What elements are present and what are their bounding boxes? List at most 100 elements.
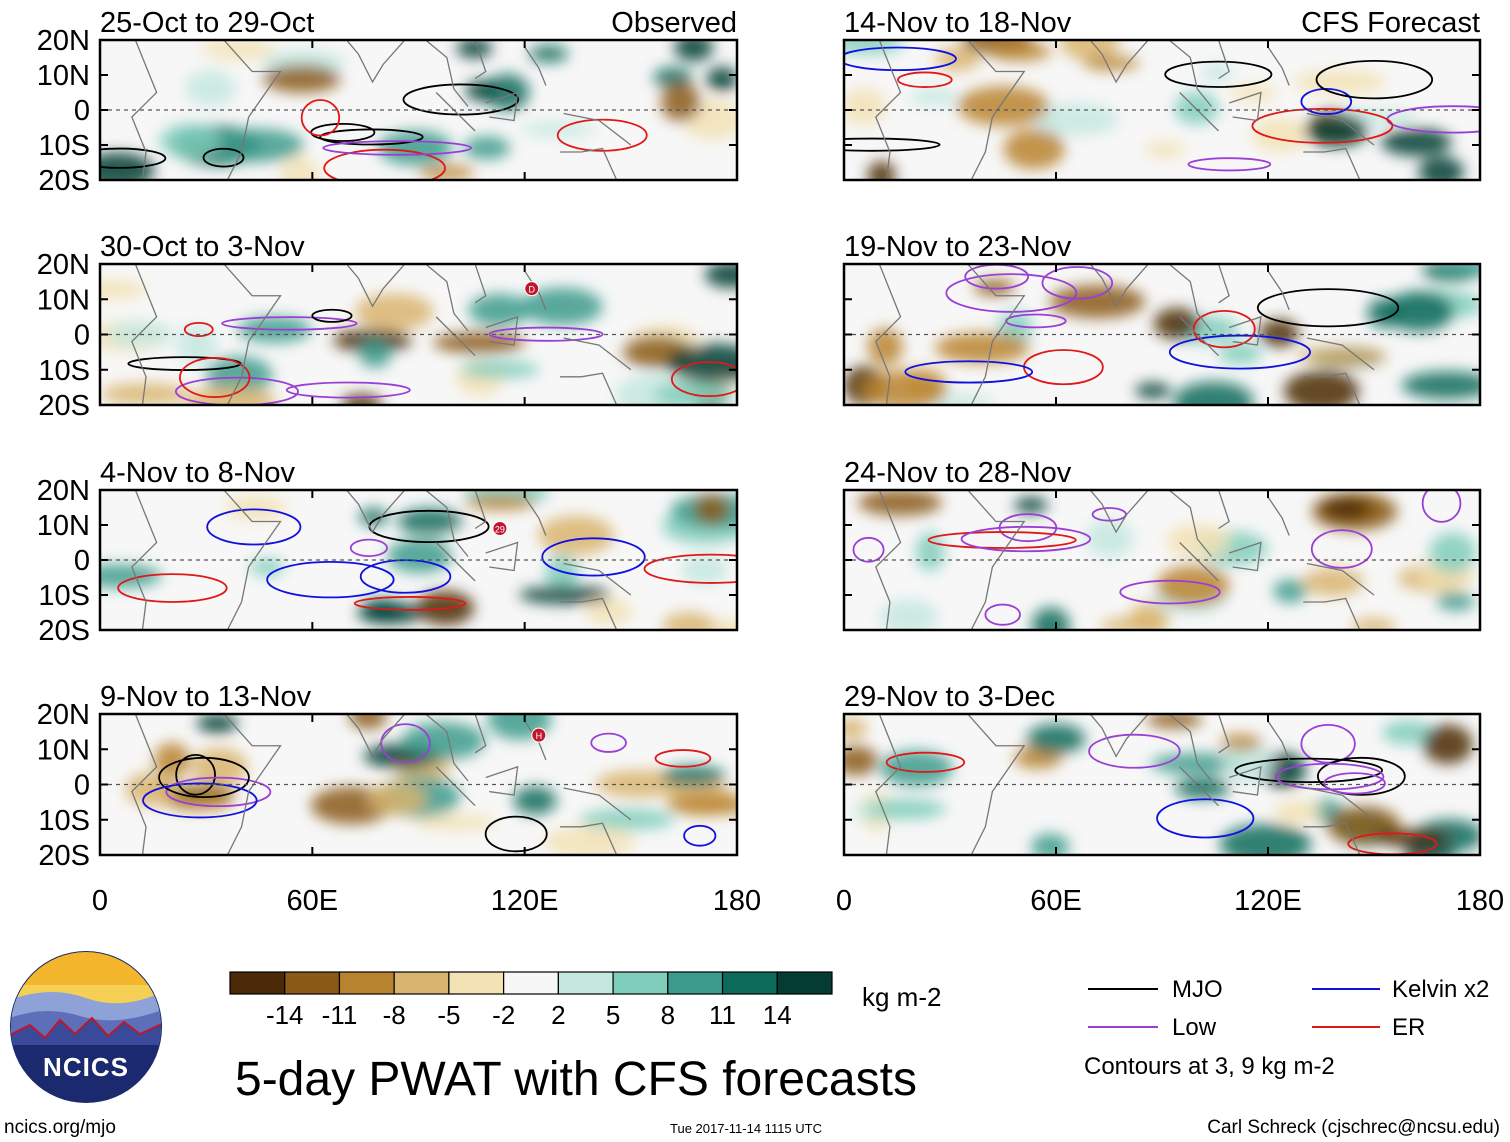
panel-title: 9-Nov to 13-Nov: [100, 681, 312, 713]
colorbar-tick-label: -2: [492, 1000, 515, 1030]
contour: [1300, 723, 1356, 764]
contour: [221, 316, 358, 331]
colorbar-swatch: [557, 971, 614, 995]
author-credit[interactable]: Carl Schreck (cjschrec@ncsu.edu): [1207, 1117, 1500, 1138]
contour: [142, 782, 258, 819]
contour: [165, 776, 272, 808]
coastline-africa: [875, 490, 1026, 630]
contour: [1256, 288, 1400, 328]
contour: [1119, 579, 1221, 605]
contour: [300, 99, 341, 137]
y-tick-label: 20S: [38, 615, 90, 647]
coastline-asia: [1089, 40, 1375, 180]
panel-2-field: [100, 490, 737, 630]
x-tick-label: 120E: [491, 885, 559, 917]
coastline-africa: [131, 490, 282, 630]
contour: [488, 326, 604, 342]
coastline-asia: [1089, 714, 1375, 855]
contour: [1421, 490, 1462, 523]
contour: [311, 308, 353, 323]
logo-text: NCICS: [43, 1052, 129, 1082]
contour: [1315, 60, 1434, 100]
contour: [285, 381, 411, 399]
contour: [319, 128, 424, 146]
coastline-asia: [1089, 490, 1375, 630]
contour: [897, 71, 953, 88]
panel-group-label: Observed: [611, 7, 737, 39]
y-tick-label: 20N: [37, 475, 90, 507]
panel-1-field: [100, 264, 737, 405]
contour: [904, 360, 1034, 384]
colorbar-tick-label: 5: [606, 1000, 620, 1030]
y-tick-label: 10N: [37, 734, 90, 766]
contour: [402, 83, 520, 116]
panel-0-field: [100, 40, 737, 180]
colorbar-tick-label: -14: [266, 1000, 304, 1030]
contour: [1088, 733, 1181, 769]
colorbar-swatch: [338, 971, 395, 995]
y-tick-label: 20S: [38, 840, 90, 872]
contour: [1168, 334, 1311, 370]
contour: [323, 148, 446, 180]
panel-title: 19-Nov to 23-Nov: [844, 231, 1072, 263]
contour: [380, 723, 431, 764]
coastline-africa: [875, 40, 1026, 180]
coastline-africa: [875, 714, 1026, 855]
storm-marker: H: [531, 727, 547, 743]
x-tick-label: 0: [836, 885, 852, 917]
panel-5-field: [844, 264, 1480, 405]
coastline-asia: [345, 40, 632, 180]
panel-6-field: [844, 490, 1480, 630]
panel-title: 24-Nov to 28-Nov: [844, 457, 1072, 489]
contour: [927, 531, 1077, 549]
coastline-asia: [345, 264, 632, 405]
colorbar-tick-label: 8: [661, 1000, 675, 1030]
figure-title: 5-day PWAT with CFS forecasts: [235, 1053, 917, 1106]
y-tick-label: 0: [74, 545, 90, 577]
timestamp: Tue 2017-11-14 1115 UTC: [670, 1121, 822, 1136]
coastline-asia: [345, 490, 632, 630]
contour: [590, 732, 627, 753]
panel-title: 25-Oct to 29-Oct: [100, 7, 314, 39]
contour: [1300, 88, 1353, 115]
contour: [852, 536, 885, 563]
x-tick-label: 60E: [1030, 885, 1082, 917]
contour: [158, 756, 250, 799]
contour: [1187, 157, 1272, 172]
website-link[interactable]: ncics.org/mjo: [4, 1117, 116, 1138]
axes-layer: 25-Oct to 29-Oct Observed20N10N010S20S30-…: [37, 7, 1504, 917]
y-tick-label: 20S: [38, 390, 90, 422]
y-tick-label: 0: [74, 95, 90, 127]
coastline-africa: [131, 714, 282, 855]
contour: [541, 537, 646, 577]
colorbar-swatch: [393, 971, 450, 995]
panel-title: 14-Nov to 18-Nov: [844, 7, 1072, 39]
contour: [349, 538, 388, 557]
colorbar-tick-label: 11: [709, 1000, 736, 1030]
storm-marker: D: [524, 281, 540, 297]
legend-label-er: ER: [1392, 1014, 1425, 1041]
contour: [1156, 798, 1255, 839]
panel-title: 4-Nov to 8-Nov: [100, 457, 296, 489]
y-tick-label: 10N: [37, 510, 90, 542]
x-tick-label: 180: [1456, 885, 1504, 917]
y-tick-label: 20N: [37, 249, 90, 281]
contour: [844, 137, 941, 152]
ncics-logo: NCICS: [10, 951, 162, 1103]
colorbar-tick-label: -11: [322, 1000, 358, 1030]
contour: [683, 824, 717, 847]
contour: [117, 573, 228, 603]
panel-title: 29-Nov to 3-Dec: [844, 681, 1055, 713]
colorbar-tick-label: -5: [437, 1000, 460, 1030]
contour: [1041, 266, 1114, 300]
y-tick-label: 10S: [38, 130, 90, 162]
contour: [1323, 772, 1386, 795]
y-tick-label: 0: [74, 320, 90, 352]
x-tick-label: 60E: [287, 885, 339, 917]
contour: [206, 508, 302, 546]
contour: [556, 118, 648, 152]
colorbar-swatch: [503, 971, 559, 995]
colorbar-tick-label: 2: [551, 1000, 565, 1030]
contour: [202, 147, 245, 168]
